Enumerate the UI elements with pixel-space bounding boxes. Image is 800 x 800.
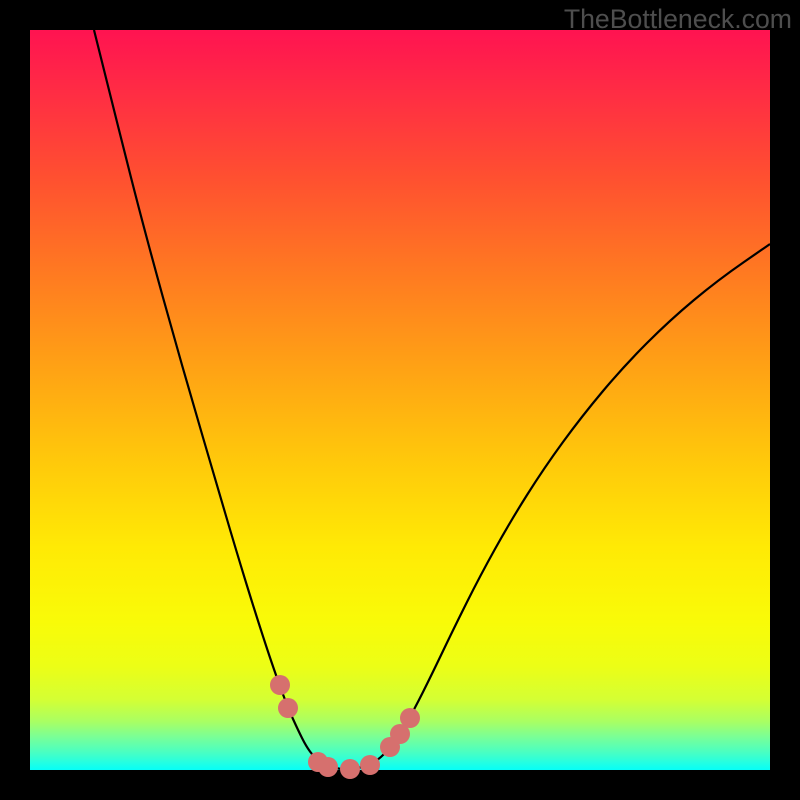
data-marker [400, 708, 420, 728]
chart-frame: TheBottleneck.com [0, 0, 800, 800]
data-marker [270, 675, 290, 695]
curve-left-branch [94, 30, 344, 769]
data-marker [278, 698, 298, 718]
data-marker [360, 755, 380, 775]
watermark-text: TheBottleneck.com [564, 4, 792, 35]
data-marker [340, 759, 360, 779]
plot-area [30, 30, 770, 770]
data-marker [318, 757, 338, 777]
curve-layer [30, 30, 770, 770]
curve-right-branch [344, 244, 770, 769]
